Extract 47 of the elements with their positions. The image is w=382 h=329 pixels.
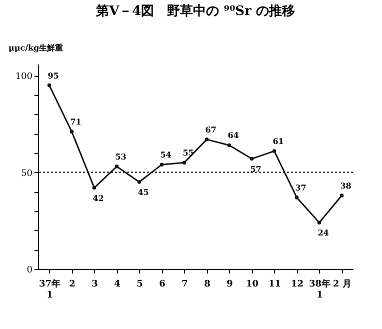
point <box>137 180 142 184</box>
x-tick-label: 7 <box>182 280 188 290</box>
data-label: 57 <box>250 164 262 174</box>
y-tick-label: 50 <box>21 168 33 179</box>
point <box>70 130 74 134</box>
data-label: 38 <box>340 180 352 191</box>
x-tick-label: 8 <box>204 280 210 290</box>
point <box>227 143 232 148</box>
data-label: 55 <box>182 148 194 158</box>
x-tick-label: 5 <box>136 280 143 290</box>
point <box>47 83 52 88</box>
x-tick-label: 2 <box>69 280 76 290</box>
x-tick-label: 4 <box>114 280 120 290</box>
point <box>340 194 344 198</box>
point <box>317 220 322 224</box>
x-tick-label: 9 <box>226 280 233 290</box>
point <box>294 196 299 200</box>
data-label: 24 <box>318 228 330 238</box>
point <box>92 186 96 190</box>
x-tick-label: 6 <box>159 280 166 290</box>
data-label: 67 <box>205 124 216 134</box>
x-tick-label: 3 <box>92 280 98 290</box>
y-tick-label: 0 <box>26 266 33 276</box>
point <box>272 149 276 153</box>
point <box>114 164 119 168</box>
data-label: 54 <box>160 150 172 160</box>
point <box>204 138 209 142</box>
y-tick-label: 100 <box>15 72 33 82</box>
y-axis-title: μμc/kg生鮮重 <box>8 42 64 52</box>
x-tick-label: 10 <box>246 280 259 290</box>
chart-title: 第Ⅴ－4図 野草中の ⁹⁰Sr の推移 <box>95 4 295 19</box>
point <box>182 160 186 164</box>
data-label: 95 <box>48 70 59 80</box>
data-label: 64 <box>228 130 240 140</box>
point <box>250 156 254 161</box>
point <box>160 162 164 166</box>
x-tick-label: 37年 1 <box>38 278 61 300</box>
x-tick-label: 11 <box>268 280 282 290</box>
data-label: 71 <box>70 116 82 127</box>
x-tick-label: 38年 1 <box>308 278 331 300</box>
data-label: 45 <box>138 186 149 197</box>
data-label: 37 <box>295 182 306 192</box>
x-tick-label: 2 月 <box>333 278 352 290</box>
data-label: 53 <box>115 152 127 162</box>
data-label: 42 <box>92 192 104 203</box>
data-label: 61 <box>272 136 284 146</box>
x-tick-label: 12 <box>290 280 304 290</box>
